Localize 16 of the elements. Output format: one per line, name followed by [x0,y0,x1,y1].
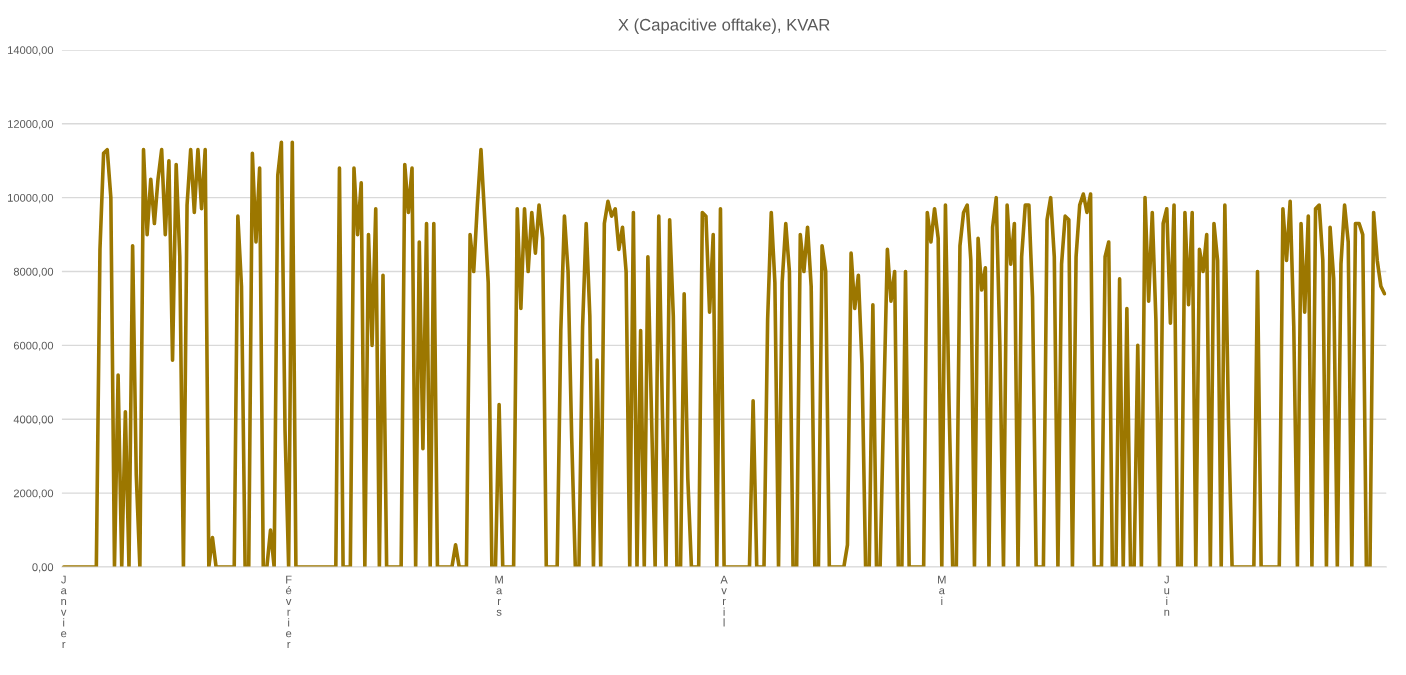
y-tick-label: 12000,00 [8,120,54,130]
x-tick-label: Juin [1164,575,1170,616]
x-tick-label: Avril [720,575,728,627]
y-tick-label: 10000,00 [8,193,54,204]
x-tick-label: Mai [938,575,946,605]
y-tick-label: 14000,00 [8,46,54,56]
x-tick-label: Janvier [60,575,67,648]
x-tick-label: Février [285,575,292,648]
x-tick-label: Mars [495,575,503,616]
y-tick-label: 4000,00 [13,415,54,425]
y-tick-label: 2000,00 [13,489,54,499]
y-tick-label: 0,00 [32,563,54,573]
line-series [61,140,1387,567]
y-tick-label: 8000,00 [13,267,54,277]
chart-title: X (Capacitive offtake), KVAR [618,18,830,34]
y-tick-label: 6000,00 [13,341,54,351]
